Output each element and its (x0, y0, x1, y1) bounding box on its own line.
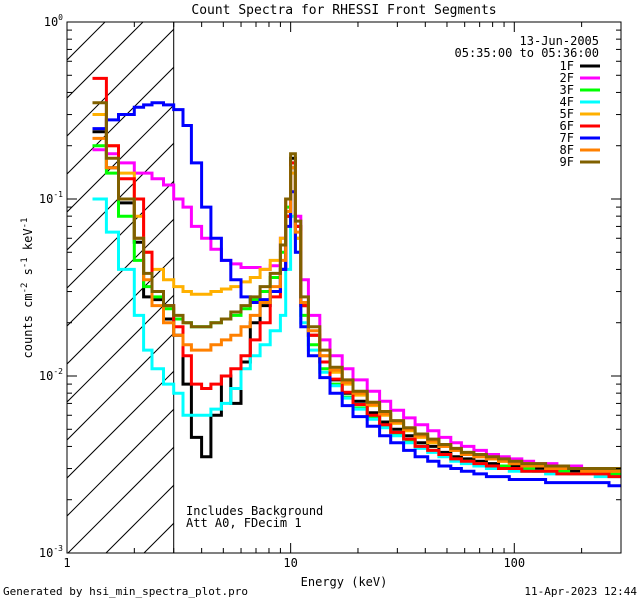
annotation-text: Includes Background (186, 504, 323, 518)
hatch-line (67, 370, 174, 479)
y-tick-label: 10-2 (39, 367, 63, 383)
hatch-line (67, 104, 174, 213)
series-line-8F (92, 136, 621, 473)
axis-ticks (66, 21, 622, 554)
legend-label-7F: 7F (560, 131, 574, 145)
legend-label-2F: 2F (560, 71, 574, 85)
series-line-3F (92, 144, 621, 476)
legend-label-9F: 9F (560, 155, 574, 169)
series-line-9F (92, 101, 621, 470)
footer-timestamp: 11-Apr-2023 12:44 (524, 585, 637, 598)
legend-label-3F: 3F (560, 83, 574, 97)
y-tick-label: 10-1 (39, 190, 63, 206)
series-layer (92, 76, 621, 488)
hatch-line (67, 446, 174, 553)
legend-label-8F: 8F (560, 143, 574, 157)
legend-label-5F: 5F (560, 107, 574, 121)
hatch-line (67, 218, 174, 327)
hatch-line (67, 22, 68, 23)
hatch-line (67, 256, 174, 365)
chart-title: Count Spectra for RHESSI Front Segments (191, 3, 496, 18)
date-label: 13-Jun-2005 (520, 34, 599, 48)
y-tick-label: 100 (44, 13, 63, 29)
legend-label-1F: 1F (560, 59, 574, 73)
hatch-line (67, 22, 106, 61)
series-line-7F (92, 101, 621, 488)
y-tick-label: 10-3 (39, 544, 63, 560)
annotation-text: Att A0, FDecim 1 (186, 516, 302, 530)
x-axis-label: Energy (keV) (301, 575, 388, 589)
hatch-line (67, 408, 174, 517)
x-tick-label: 1 (63, 556, 70, 570)
y-tick-labels: 100 10-1 10-2 10-3 (39, 13, 63, 560)
x-tick-label: 100 (503, 556, 525, 570)
hatch-line (67, 180, 174, 289)
y-axis-label-text: counts cm-2 s-1 keV-1 (20, 218, 35, 359)
plot-frame (66, 21, 622, 554)
footer-generated-by: Generated by hsi_min_spectra_plot.pro (3, 585, 248, 598)
hatch-line (67, 28, 174, 137)
hatch-line (67, 66, 174, 175)
y-axis-label: counts cm-2 s-1 keV-1 (20, 218, 35, 359)
x-tick-label: 10 (283, 556, 297, 570)
x-tick-labels: 1 10 100 (63, 556, 525, 570)
time-range-label: 05:35:00 to 05:36:00 (455, 46, 600, 60)
legend-label-4F: 4F (560, 95, 574, 109)
series-line-4F (92, 197, 621, 479)
legend-label-6F: 6F (560, 119, 574, 133)
